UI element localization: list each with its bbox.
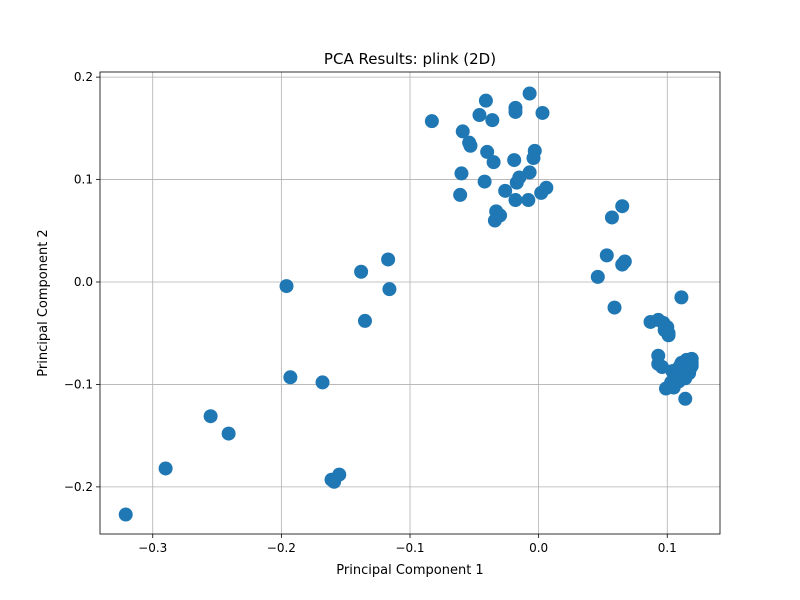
scatter-point [674, 290, 689, 305]
scatter-point [599, 248, 614, 263]
scatter-point [158, 461, 173, 476]
scatter-point [498, 183, 513, 198]
scatter-point [507, 153, 522, 168]
scatter-point [661, 328, 676, 343]
y-tick-label: 0.2 [74, 70, 93, 84]
x-tick-label: −0.3 [138, 541, 167, 555]
scatter-point [485, 113, 500, 128]
y-tick-label: −0.2 [64, 480, 93, 494]
scatter-point [508, 104, 523, 119]
scatter-point [454, 166, 469, 181]
scatter-point [472, 108, 487, 123]
scatter-point [522, 165, 537, 180]
scatter-point [617, 254, 632, 269]
scatter-point [283, 370, 298, 385]
scatter-point [684, 359, 699, 373]
scatter-point [486, 155, 501, 170]
scatter-point [118, 507, 133, 522]
scatter-point [455, 124, 470, 139]
scatter-point [480, 144, 495, 159]
x-tick-label: 0.0 [529, 541, 548, 555]
scatter-point [354, 264, 369, 279]
y-tick-label: 0.0 [74, 275, 93, 289]
scatter-points [118, 86, 699, 522]
scatter-point [221, 426, 236, 441]
x-tick-label: −0.1 [395, 541, 424, 555]
axis-ticks: −0.3 −0.2 −0.1 0.0 0.1 −0.2 −0.1 0.0 0.1 0.2 [64, 70, 677, 555]
scatter-point [604, 210, 619, 225]
scatter-point [590, 269, 605, 284]
scatter-point [279, 279, 294, 294]
scatter-point [453, 187, 468, 202]
scatter-point [381, 252, 396, 267]
chart-title: PCA Results: plink (2D) [324, 50, 496, 68]
scatter-point [678, 391, 693, 406]
scatter-point [539, 180, 554, 195]
x-tick-label: −0.2 [267, 541, 296, 555]
scatter-point [607, 300, 622, 315]
scatter-point [477, 174, 492, 189]
scatter-point [527, 143, 542, 158]
x-axis-label: Principal Component 1 [336, 563, 483, 578]
scatter-point [463, 138, 478, 153]
y-tick-label: −0.1 [64, 377, 93, 391]
scatter-point [508, 193, 523, 208]
scatter-point [332, 467, 347, 482]
scatter-point [478, 93, 493, 108]
grid-lines [100, 72, 720, 534]
scatter-point [315, 375, 330, 390]
scatter-point [493, 208, 508, 223]
x-tick-label: 0.1 [658, 541, 677, 555]
scatter-point [535, 105, 550, 120]
scatter-point [521, 193, 536, 208]
scatter-point [424, 114, 439, 129]
scatter-point [357, 313, 372, 328]
y-tick-label: 0.1 [74, 173, 93, 187]
scatter-point [203, 409, 218, 424]
scatter-point [615, 199, 630, 214]
y-axis-label: Principal Component 2 [36, 229, 51, 376]
scatter-point [382, 282, 397, 297]
scatter-point [522, 86, 537, 101]
